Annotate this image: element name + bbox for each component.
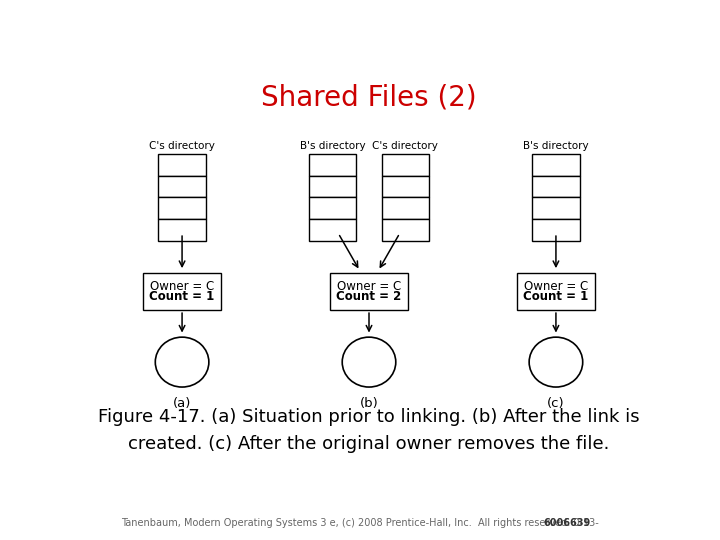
Bar <box>532 219 580 241</box>
Bar <box>382 219 429 241</box>
Bar <box>158 219 206 241</box>
Text: Owner = C: Owner = C <box>337 280 401 293</box>
Bar <box>158 198 206 219</box>
Bar <box>309 198 356 219</box>
Ellipse shape <box>529 337 582 387</box>
Text: Owner = C: Owner = C <box>524 280 588 293</box>
Bar <box>532 154 580 176</box>
Bar <box>382 154 429 176</box>
Text: Count = 1: Count = 1 <box>523 290 588 303</box>
Bar <box>158 154 206 176</box>
Text: Shared Files (2): Shared Files (2) <box>261 84 477 112</box>
Bar <box>143 273 221 310</box>
Text: B's directory: B's directory <box>523 141 589 151</box>
Bar <box>532 176 580 198</box>
Bar <box>309 154 356 176</box>
Text: created. (c) After the original owner removes the file.: created. (c) After the original owner re… <box>128 435 610 453</box>
Bar <box>532 198 580 219</box>
Bar <box>309 219 356 241</box>
Text: 6006639: 6006639 <box>544 518 591 528</box>
Text: Tanenbaum, Modern Operating Systems 3 e, (c) 2008 Prentice-Hall, Inc.  All right: Tanenbaum, Modern Operating Systems 3 e,… <box>121 518 599 528</box>
Bar <box>382 198 429 219</box>
Text: (c): (c) <box>547 397 564 410</box>
Bar <box>330 273 408 310</box>
Ellipse shape <box>342 337 396 387</box>
Bar <box>309 176 356 198</box>
Text: B's directory: B's directory <box>300 141 366 151</box>
Text: Count = 2: Count = 2 <box>336 290 402 303</box>
Text: (a): (a) <box>173 397 192 410</box>
Text: Owner = C: Owner = C <box>150 280 214 293</box>
Text: C's directory: C's directory <box>149 141 215 151</box>
Text: C's directory: C's directory <box>372 141 438 151</box>
Text: Figure 4-17. (a) Situation prior to linking. (b) After the link is: Figure 4-17. (a) Situation prior to link… <box>98 408 640 426</box>
Text: (b): (b) <box>359 397 379 410</box>
Text: Count = 1: Count = 1 <box>150 290 215 303</box>
Ellipse shape <box>156 337 209 387</box>
Bar <box>382 176 429 198</box>
Bar <box>158 176 206 198</box>
Bar <box>517 273 595 310</box>
